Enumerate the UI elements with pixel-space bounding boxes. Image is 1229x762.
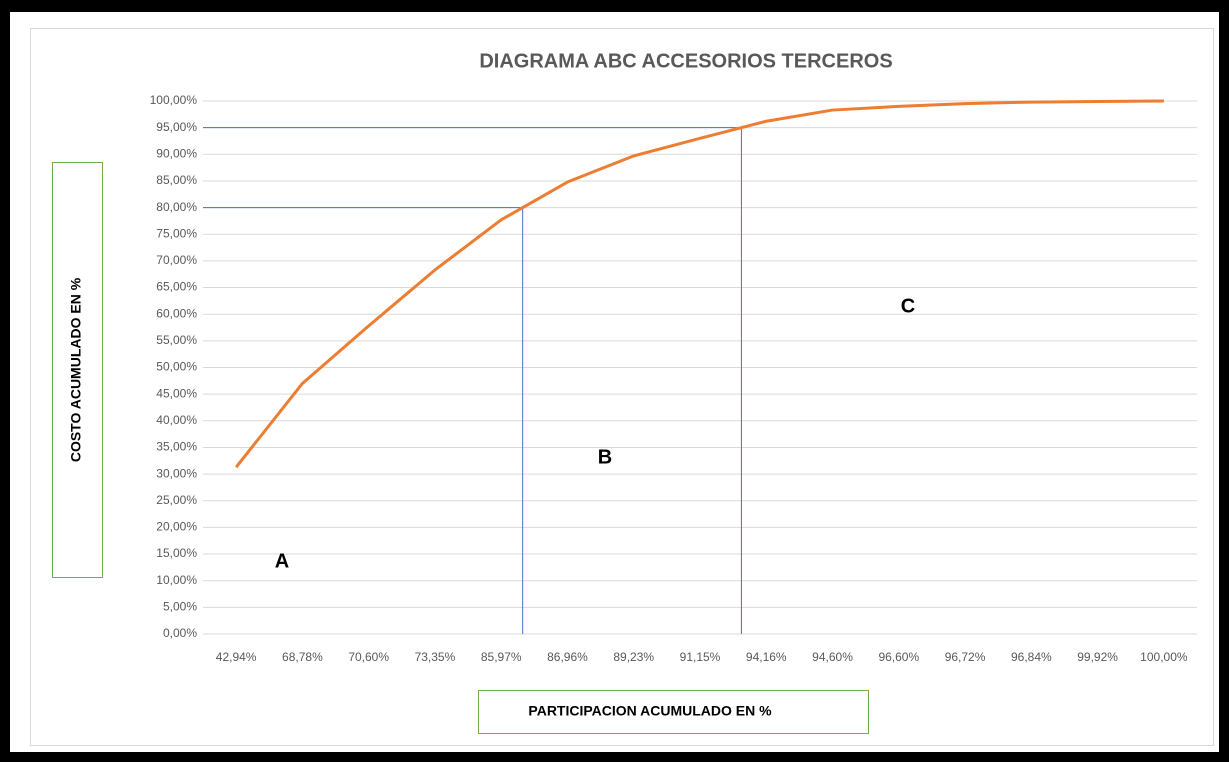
x-tick-label: 100,00% xyxy=(1140,650,1188,664)
y-tick-label: 15,00% xyxy=(156,546,197,560)
x-tick-label: 96,60% xyxy=(878,650,919,664)
series-line xyxy=(234,99,1164,469)
y-tick-label: 95,00% xyxy=(156,120,197,134)
y-tick-label: 90,00% xyxy=(156,146,197,160)
x-tick-label: 96,84% xyxy=(1011,650,1052,664)
y-axis-label: COSTO ACUMULADO EN % xyxy=(68,277,84,462)
y-tick-label: 85,00% xyxy=(156,173,197,187)
y-tick-label: 65,00% xyxy=(156,280,197,294)
y-tick-label: 35,00% xyxy=(156,440,197,454)
y-tick-label: 5,00% xyxy=(163,600,197,614)
y-tick-label: 45,00% xyxy=(156,386,197,400)
x-tick-label: 94,60% xyxy=(812,650,853,664)
y-tick-label: 55,00% xyxy=(156,333,197,347)
x-tick-label: 99,92% xyxy=(1077,650,1118,664)
zone-label: B xyxy=(598,446,612,468)
x-tick-label: 42,94% xyxy=(216,650,257,664)
x-axis-label: PARTICIPACION ACUMULADO EN % xyxy=(528,703,772,719)
y-tick-label: 75,00% xyxy=(156,226,197,240)
y-label-box xyxy=(52,162,103,578)
y-tick-label: 10,00% xyxy=(156,573,197,587)
x-tick-label: 86,96% xyxy=(547,650,588,664)
x-tick-label: 70,60% xyxy=(348,650,389,664)
x-tick-label: 91,15% xyxy=(680,650,721,664)
x-tick-label: 85,97% xyxy=(481,650,522,664)
x-tick-label: 89,23% xyxy=(613,650,654,664)
y-tick-label: 25,00% xyxy=(156,493,197,507)
y-tick-label: 70,00% xyxy=(156,253,197,267)
y-tick-label: 0,00% xyxy=(163,626,197,640)
y-tick-label: 100,00% xyxy=(150,93,198,107)
x-tick-label: 94,16% xyxy=(746,650,787,664)
y-tick-label: 60,00% xyxy=(156,306,197,320)
chart-area xyxy=(30,28,1214,746)
y-tick-label: 40,00% xyxy=(156,413,197,427)
x-tick-label: 68,78% xyxy=(282,650,323,664)
y-tick-label: 20,00% xyxy=(156,520,197,534)
y-tick-label: 30,00% xyxy=(156,466,197,480)
y-tick-label: 50,00% xyxy=(156,360,197,374)
x-tick-label: 96,72% xyxy=(945,650,986,664)
zone-label: C xyxy=(901,295,915,317)
x-tick-label: 73,35% xyxy=(415,650,456,664)
y-tick-label: 80,00% xyxy=(156,200,197,214)
zone-label: A xyxy=(275,550,289,572)
x-label-box xyxy=(478,690,869,734)
chart-title: DIAGRAMA ABC ACCESORIOS TERCEROS xyxy=(479,50,892,72)
